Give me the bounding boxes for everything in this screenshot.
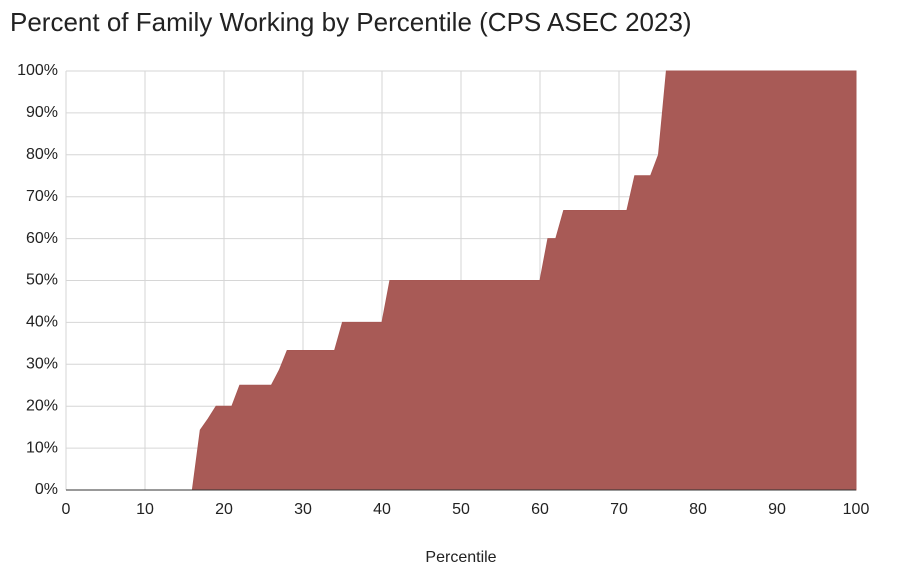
y-tick-label: 0% xyxy=(35,481,58,498)
x-tick-label: 40 xyxy=(373,501,391,518)
y-tick-label: 20% xyxy=(26,397,58,414)
y-tick-label: 60% xyxy=(26,230,58,247)
x-tick-label: 70 xyxy=(610,501,628,518)
y-tick-label: 100% xyxy=(17,62,58,79)
y-tick-label: 50% xyxy=(26,272,58,289)
x-tick-label: 100 xyxy=(843,501,870,518)
x-tick-label: 0 xyxy=(62,501,71,518)
y-tick-label: 90% xyxy=(26,104,58,121)
x-tick-label: 20 xyxy=(215,501,233,518)
x-tick-label: 10 xyxy=(136,501,154,518)
area xyxy=(66,70,857,491)
x-tick-label: 30 xyxy=(294,501,312,518)
y-tick-label: 40% xyxy=(26,314,58,331)
x-tick-label: 80 xyxy=(689,501,707,518)
y-tick-label: 70% xyxy=(26,188,58,205)
x-tick-label: 60 xyxy=(531,501,549,518)
y-tick-label: 10% xyxy=(26,439,58,456)
x-tick-label: 90 xyxy=(768,501,786,518)
y-tick-label: 80% xyxy=(26,146,58,163)
chart-title: Percent of Family Working by Percentile … xyxy=(10,7,692,37)
x-tick-label: 50 xyxy=(452,501,470,518)
x-axis-label: Percentile xyxy=(425,549,496,566)
y-tick-label: 30% xyxy=(26,356,58,373)
